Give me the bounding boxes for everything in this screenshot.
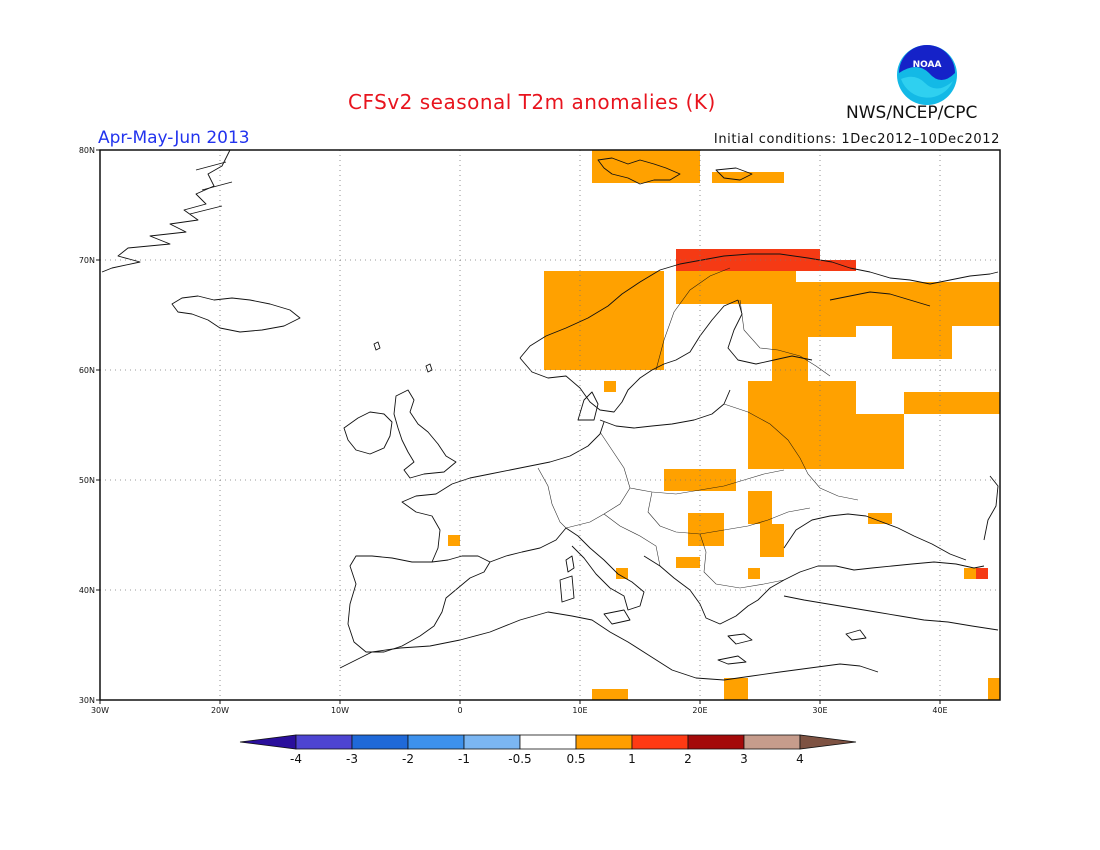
colorbar-segment bbox=[352, 735, 408, 749]
anomaly-cell bbox=[748, 381, 856, 469]
anomaly-cell bbox=[964, 568, 976, 579]
lat-tick-label: 60N bbox=[79, 366, 95, 375]
colorbar-segment bbox=[520, 735, 576, 749]
lon-tick-label: 30W bbox=[91, 706, 109, 715]
anomaly-cell bbox=[856, 282, 1000, 326]
anomaly-cell bbox=[712, 172, 784, 183]
anomaly-cell bbox=[592, 150, 700, 183]
lat-tick-label: 30N bbox=[79, 696, 95, 705]
anomaly-cell bbox=[904, 392, 1000, 414]
anomaly-cell bbox=[724, 678, 748, 700]
colorbar-segment bbox=[296, 735, 352, 749]
anomaly-cell bbox=[856, 414, 904, 469]
colorbar-segment bbox=[688, 735, 744, 749]
colorbar-segment bbox=[408, 735, 464, 749]
colorbar-arrow-high bbox=[800, 735, 856, 749]
anomaly-cell bbox=[748, 491, 772, 524]
lon-tick-label: 20W bbox=[211, 706, 229, 715]
anomaly-cell bbox=[976, 568, 988, 579]
colorbar-segment bbox=[744, 735, 800, 749]
lon-tick-label: 10E bbox=[572, 706, 587, 715]
colorbar-segment bbox=[576, 735, 632, 749]
anomaly-cell bbox=[676, 557, 700, 568]
colorbar-label: -0.5 bbox=[508, 752, 531, 766]
lon-tick-label: 30E bbox=[812, 706, 827, 715]
lat-tick-label: 80N bbox=[79, 146, 95, 155]
colorbar-label: 0.5 bbox=[566, 752, 585, 766]
anomaly-cell bbox=[544, 271, 664, 370]
colorbar-label: 4 bbox=[796, 752, 804, 766]
colorbar-label: 3 bbox=[740, 752, 748, 766]
colorbar-label: -2 bbox=[402, 752, 414, 766]
anomaly-cell bbox=[676, 249, 820, 271]
anomaly-cell bbox=[892, 326, 952, 359]
colorbar-label: -4 bbox=[290, 752, 302, 766]
colorbar-segment bbox=[464, 735, 520, 749]
lon-tick-label: 40E bbox=[932, 706, 947, 715]
colorbar-label: -1 bbox=[458, 752, 470, 766]
anomaly-cell bbox=[688, 513, 724, 546]
lat-tick-label: 50N bbox=[79, 476, 95, 485]
lon-tick-label: 20E bbox=[692, 706, 707, 715]
lon-tick-label: 0 bbox=[457, 706, 462, 715]
anomaly-cell bbox=[772, 282, 856, 337]
anomaly-cell bbox=[448, 535, 460, 546]
anomaly-cell bbox=[760, 524, 784, 557]
anomaly-cell bbox=[604, 381, 616, 392]
colorbar-segment bbox=[632, 735, 688, 749]
colorbar-label: 2 bbox=[684, 752, 692, 766]
anomaly-cell bbox=[988, 678, 1000, 700]
lat-tick-label: 70N bbox=[79, 256, 95, 265]
colorbar-label: -3 bbox=[346, 752, 358, 766]
anomaly-cell bbox=[748, 568, 760, 579]
colorbar-arrow-low bbox=[240, 735, 296, 749]
lat-tick-label: 40N bbox=[79, 586, 95, 595]
colorbar-label: 1 bbox=[628, 752, 636, 766]
lon-tick-label: 10W bbox=[331, 706, 349, 715]
anomaly-cell bbox=[592, 689, 628, 700]
colorbar: -4 -3 -2 -1 -0.5 0.5 1 2 3 4 bbox=[240, 735, 856, 766]
